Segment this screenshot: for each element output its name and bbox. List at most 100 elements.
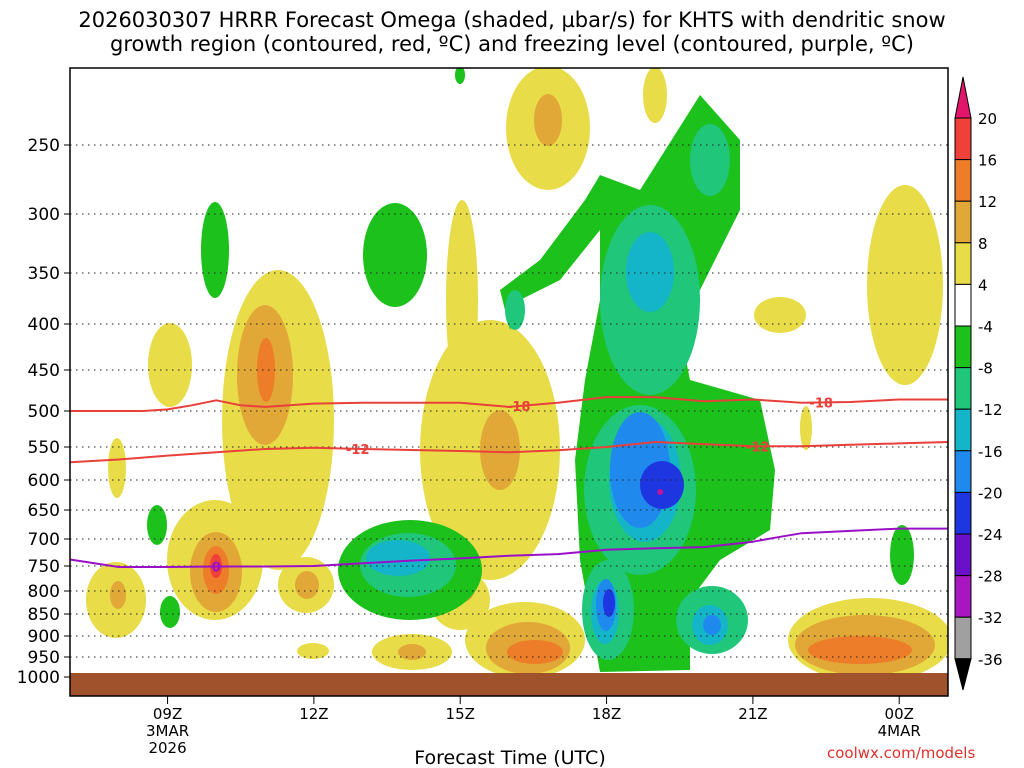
x-tick-label: 00Z bbox=[885, 705, 914, 723]
y-tick-label: 600 bbox=[28, 471, 60, 491]
y-tick-label: 700 bbox=[28, 530, 60, 550]
colorbar-label: -4 bbox=[978, 318, 993, 336]
omega-neg-region bbox=[201, 202, 229, 298]
contour-line bbox=[70, 527, 948, 568]
colorbar-label: -28 bbox=[978, 568, 1003, 586]
contour-marker bbox=[657, 489, 664, 495]
y-tick-label: 500 bbox=[28, 402, 60, 422]
colorbar-label: -32 bbox=[978, 609, 1003, 627]
colorbar-swatch bbox=[954, 325, 972, 369]
y-tick-label: 800 bbox=[28, 582, 60, 602]
x-tick-label: 12Z bbox=[299, 705, 328, 723]
x-tick-label: 21Z bbox=[738, 705, 767, 723]
y-tick-label: 850 bbox=[28, 605, 60, 625]
temperature-contours: -18 -18 -12 -12 0 bbox=[70, 396, 948, 576]
omega-pos-region-8 bbox=[534, 94, 562, 146]
omega-neg-region bbox=[455, 68, 465, 84]
omega-pos-region bbox=[800, 406, 812, 450]
colorbar-label: -8 bbox=[978, 360, 993, 378]
omega-pos-region bbox=[754, 297, 806, 333]
omega-pos-region-8 bbox=[295, 571, 319, 599]
contour-line bbox=[70, 441, 948, 464]
colorbar-label: 4 bbox=[978, 276, 988, 294]
y-tick-label: 350 bbox=[28, 264, 60, 284]
source-credit: coolwx.com/models bbox=[827, 744, 976, 762]
colorbar-swatch bbox=[954, 200, 972, 244]
colorbar-label: -24 bbox=[978, 526, 1003, 544]
pressure-axis: 2503003504004505005506006507007508008509… bbox=[17, 136, 70, 688]
omega-neg-region-20 bbox=[603, 589, 615, 617]
y-tick-label: 900 bbox=[28, 627, 60, 647]
colorbar-swatch bbox=[954, 491, 972, 535]
colorbar-label: -16 bbox=[978, 443, 1003, 461]
colorbar-label: 12 bbox=[978, 193, 997, 211]
omega-pos-region-8 bbox=[110, 581, 126, 609]
omega-neg-region-12 bbox=[626, 232, 674, 312]
y-tick-label: 550 bbox=[28, 438, 60, 458]
omega-shading bbox=[86, 68, 948, 682]
colorbar-label: -20 bbox=[978, 484, 1003, 502]
chart-title-line-1: 2026030307 HRRR Forecast Omega (shaded, … bbox=[78, 8, 946, 32]
contour-label: -12 bbox=[346, 443, 370, 458]
omega-pos-region-12 bbox=[808, 636, 912, 664]
y-tick-label: 400 bbox=[28, 315, 60, 335]
omega-pos-region bbox=[108, 438, 126, 498]
contour-line bbox=[70, 396, 948, 412]
omega-neg-region bbox=[890, 525, 914, 585]
omega-pos-region bbox=[867, 185, 943, 385]
y-tick-label: 750 bbox=[28, 557, 60, 577]
y-tick-label: 950 bbox=[28, 648, 60, 668]
omega-pos-region bbox=[643, 68, 667, 123]
x-tick-label: 15Z bbox=[446, 705, 475, 723]
colorbar-swatch bbox=[954, 616, 972, 660]
colorbar-swatch bbox=[954, 575, 972, 618]
colorbar-bottom-arrow bbox=[954, 658, 972, 691]
colorbar-label: 16 bbox=[978, 152, 997, 170]
contour-label: -18 bbox=[507, 400, 531, 415]
omega-neg-region-20 bbox=[640, 461, 684, 509]
colorbar-swatch bbox=[954, 242, 972, 285]
omega-pos-region bbox=[446, 200, 478, 400]
chart-title-line-2: growth region (contoured, red, ºC) and f… bbox=[110, 32, 914, 56]
omega-neg-region bbox=[363, 203, 427, 307]
colorbar-label: 8 bbox=[978, 235, 988, 253]
colorbar-swatch bbox=[954, 117, 972, 161]
colorbar-label: 20 bbox=[978, 110, 997, 128]
omega-neg-region-12 bbox=[366, 540, 430, 576]
y-tick-label: 300 bbox=[28, 205, 60, 225]
omega-pos-region-8 bbox=[398, 644, 426, 660]
x-tick-label: 09Z bbox=[153, 705, 182, 723]
y-tick-label: 450 bbox=[28, 361, 60, 381]
contour-label: -18 bbox=[809, 396, 833, 411]
colorbar-swatch bbox=[954, 450, 972, 493]
colorbar-swatch bbox=[954, 367, 972, 410]
y-tick-label: 1000 bbox=[17, 668, 60, 688]
omega-neg-region-8 bbox=[690, 124, 730, 196]
colorbar-swatch bbox=[954, 159, 972, 202]
omega-neg-region-8 bbox=[505, 290, 525, 330]
y-tick-label: 650 bbox=[28, 501, 60, 521]
colorbar-swatch bbox=[954, 408, 972, 452]
contour-label: 0 bbox=[212, 561, 221, 576]
x-tick-date: 2026 bbox=[148, 739, 186, 757]
x-tick-date: 4MAR bbox=[878, 722, 921, 740]
terrain-ground bbox=[70, 673, 948, 696]
colorbar-swatch bbox=[954, 533, 972, 577]
colorbar: 20 16 12 8 4 -4 -8 -12 -16 -20 -24 -28 -32 -36 bbox=[954, 76, 1003, 691]
x-tick-date: 3MAR bbox=[146, 722, 189, 740]
omega-pos-region bbox=[297, 643, 329, 659]
omega-pos-region-12 bbox=[257, 338, 275, 402]
omega-neg-region bbox=[147, 505, 167, 545]
omega-pos-region-12 bbox=[507, 640, 563, 664]
contour-label: -12 bbox=[746, 440, 770, 455]
omega-neg-region bbox=[160, 596, 180, 628]
omega-pos-region-8 bbox=[480, 410, 520, 490]
colorbar-top-arrow bbox=[954, 76, 972, 119]
y-tick-label: 250 bbox=[28, 136, 60, 156]
x-axis-label: Forecast Time (UTC) bbox=[414, 747, 605, 768]
colorbar-label: -36 bbox=[978, 651, 1003, 669]
x-tick-label: 18Z bbox=[592, 705, 621, 723]
colorbar-swatch bbox=[954, 283, 972, 327]
